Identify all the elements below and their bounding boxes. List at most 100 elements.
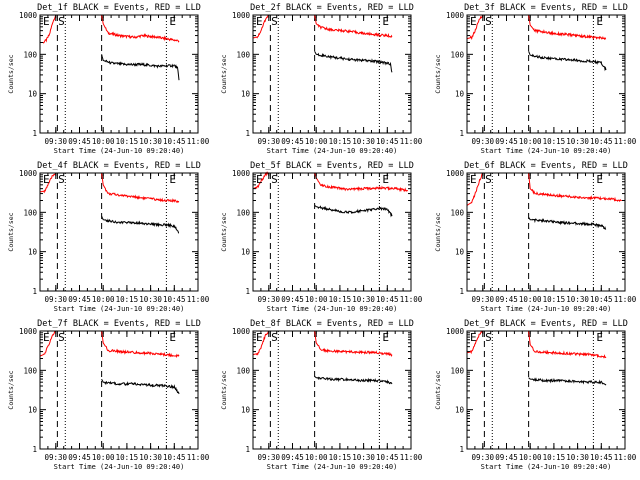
y-tick-label: 1 [245,287,250,296]
marker-label-e: E [596,15,603,28]
x-tick-label: 10:15 [329,295,352,304]
x-tick-label: 09:45 [281,137,304,146]
x-tick-label: 09:45 [281,295,304,304]
y-tick-label: 1000 [232,11,251,20]
x-tick-label: 09:30 [472,137,495,146]
marker-label-s: S [58,15,65,28]
marker-label-e: E [382,15,389,28]
marker-label-s: S [271,331,278,344]
x-tick-label: 09:45 [495,453,518,462]
lld-series-line [39,172,57,194]
x-tick-label: 10:30 [566,453,589,462]
marker-label-s: S [271,15,278,28]
lld-series-line [101,14,180,43]
events-series-line [101,378,180,395]
x-tick-label: 10:15 [329,137,352,146]
x-tick-label: 09:30 [472,453,495,462]
events-series-line [528,216,607,230]
x-tick-label: 10:00 [92,295,115,304]
x-tick-label: 11:00 [187,453,210,462]
lld-series-line [101,330,180,359]
x-tick-label: 10:15 [543,453,566,462]
events-series-line [314,50,393,73]
detector-panel: Det_7f BLACK = Events, RED = LLD Counts/s… [7,319,210,471]
x-axis-label: Start Time (24-Jun-10 09:20:40) [481,305,612,313]
marker-label-e: E [169,173,176,186]
y-tick-label: 100 [23,366,37,375]
y-tick-label: 1 [32,445,37,454]
y-tick-label: 10 [455,90,465,99]
lld-series-line [39,330,57,357]
lld-series-line [252,14,270,39]
x-tick-label: 10:30 [566,295,589,304]
x-tick-label: 10:45 [590,295,613,304]
x-tick-label: 10:15 [116,295,139,304]
plot-frame [39,172,199,292]
marker-label-e: E [382,331,389,344]
detector-panel: Det_1f BLACK = Events, RED = LLD Counts/s… [7,3,210,155]
x-tick-label: 09:45 [68,295,91,304]
events-series-line [528,51,607,72]
y-tick-label: 1 [32,287,37,296]
plot-frame [39,330,199,450]
x-tick-label: 10:45 [163,137,186,146]
x-tick-label: 10:00 [305,295,328,304]
lld-series-line [314,330,393,357]
x-tick-label: 10:30 [139,137,162,146]
y-axis-label: Counts/sec [220,54,228,93]
plot-frame [252,172,412,292]
marker-label-s: S [271,173,278,186]
x-tick-label: 09:30 [258,295,281,304]
y-tick-label: 10 [28,90,38,99]
y-tick-label: 10 [28,406,38,415]
x-tick-label: 11:00 [614,295,637,304]
x-tick-label: 10:00 [92,453,115,462]
panel-title: Det_2f BLACK = Events, RED = LLD [250,3,414,13]
y-tick-label: 100 [23,208,37,217]
y-tick-label: 1 [459,445,464,454]
x-tick-label: 10:15 [329,453,352,462]
y-tick-label: 100 [236,208,250,217]
panel-title: Det_5f BLACK = Events, RED = LLD [250,161,414,171]
marker-label-e: E [470,15,477,28]
y-axis-label: Counts/sec [7,54,15,93]
x-tick-label: 09:45 [68,453,91,462]
y-tick-label: 1 [459,129,464,138]
x-tick-label: 09:30 [45,295,68,304]
lld-series-line [528,330,607,359]
x-axis-label: Start Time (24-Jun-10 09:20:40) [54,147,185,155]
events-series-line [101,54,180,81]
x-tick-label: 09:30 [45,453,68,462]
marker-label-e: E [596,173,603,186]
plot-frame [466,330,626,450]
y-axis-label: Counts/sec [434,212,442,251]
x-tick-label: 11:00 [614,137,637,146]
y-tick-label: 1000 [19,11,38,20]
x-axis-label: Start Time (24-Jun-10 09:20:40) [54,463,185,471]
marker-label-e: E [470,331,477,344]
y-tick-label: 1 [245,445,250,454]
y-tick-label: 1000 [19,169,38,178]
marker-label-e: E [470,173,477,186]
lld-series-line [528,14,607,41]
y-tick-label: 1000 [232,169,251,178]
marker-label-e: E [256,173,263,186]
lld-series-line [528,172,622,203]
x-axis-label: Start Time (24-Jun-10 09:20:40) [267,147,398,155]
x-axis-label: Start Time (24-Jun-10 09:20:40) [267,305,398,313]
x-tick-label: 11:00 [400,137,423,146]
plot-frame [252,14,412,134]
detector-panel: Det_9f BLACK = Events, RED = LLD Counts/s… [434,319,637,471]
x-tick-label: 10:00 [519,453,542,462]
marker-label-e: E [169,15,176,28]
y-tick-label: 100 [236,50,250,59]
x-tick-label: 10:00 [519,295,542,304]
marker-label-s: S [58,331,65,344]
y-tick-label: 10 [241,248,251,257]
x-tick-label: 11:00 [187,137,210,146]
marker-label-e: E [43,331,50,344]
x-tick-label: 09:45 [68,137,91,146]
x-tick-label: 10:45 [163,295,186,304]
y-axis-label: Counts/sec [7,212,15,251]
panel-title: Det_1f BLACK = Events, RED = LLD [37,3,201,13]
